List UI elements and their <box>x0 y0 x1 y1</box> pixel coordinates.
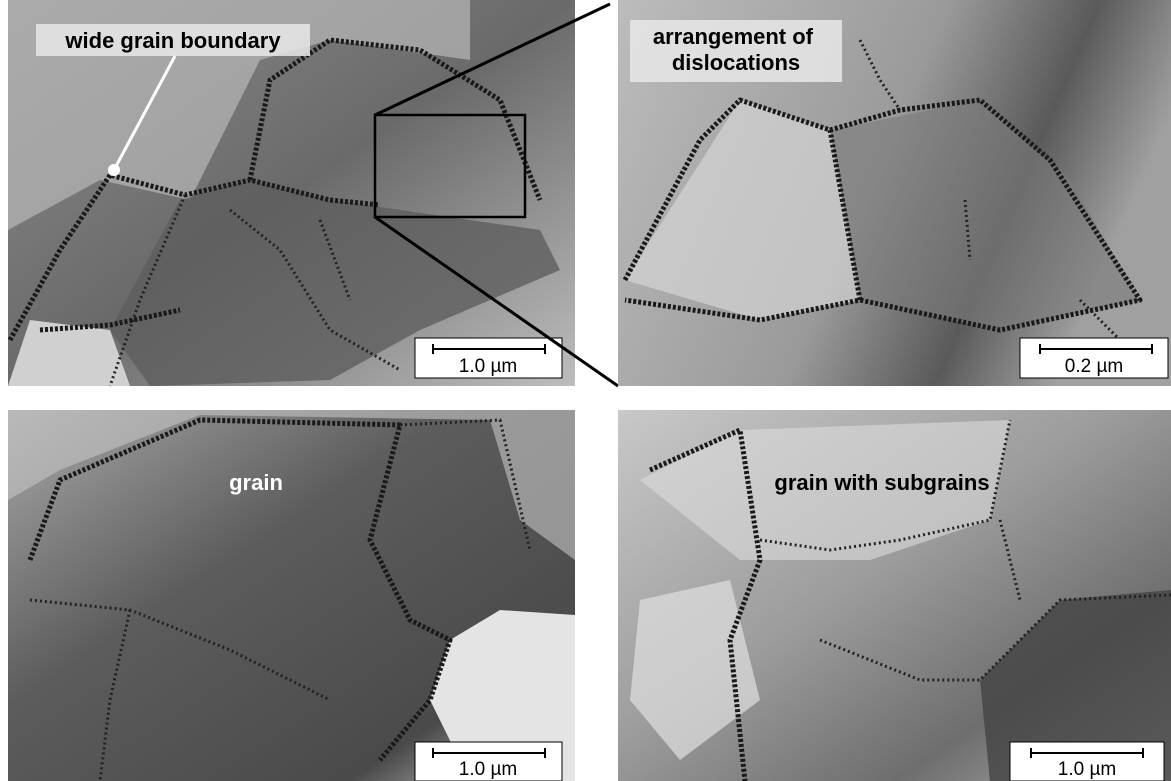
pointer-dot <box>108 164 120 176</box>
scale-bar-label: 1.0 µm <box>459 356 517 377</box>
panel-label: grain <box>229 470 283 495</box>
panel-label: grain with subgrains <box>774 470 989 495</box>
panel-3: grain 1.0 µm <box>8 410 575 781</box>
panel-4: grain with subgrains 1.0 µm <box>618 410 1171 781</box>
figure: wide grain boundary 1.0 µm arrangement o… <box>0 0 1171 781</box>
scale-bar-label: 0.2 µm <box>1065 356 1123 377</box>
panel-label-line: dislocations <box>672 50 800 75</box>
scale-bar-label: 1.0 µm <box>1058 759 1116 780</box>
panel-label-line: arrangement of <box>653 24 814 49</box>
page: wide grain boundary 1.0 µm arrangement o… <box>0 0 1171 781</box>
panel-2: arrangement of dislocations 0.2 µm <box>618 0 1171 386</box>
panel-label: arrangement of dislocations <box>653 24 819 75</box>
scale-bar-label: 1.0 µm <box>459 759 517 780</box>
panel-1: wide grain boundary 1.0 µm <box>8 0 575 386</box>
panel-label: wide grain boundary <box>64 28 281 53</box>
